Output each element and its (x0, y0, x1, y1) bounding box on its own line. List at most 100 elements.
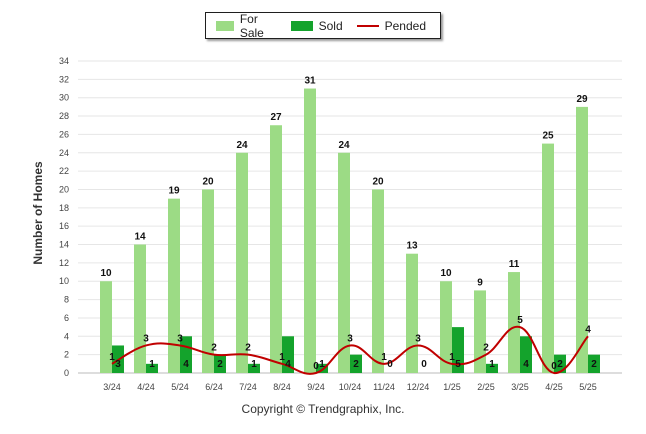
bar-for-sale (304, 88, 316, 373)
data-label-pended: 2 (483, 343, 489, 354)
y-tick-label: 30 (59, 93, 69, 103)
y-tick-label: 26 (59, 129, 69, 139)
x-tick-label: 10/24 (339, 382, 362, 392)
bar-sold (350, 354, 362, 373)
bar-for-sale (168, 198, 180, 373)
data-label-pended: 4 (585, 324, 591, 335)
bar-for-sale (440, 281, 452, 373)
data-label-for-sale: 24 (236, 140, 248, 151)
data-label-sold: 4 (523, 359, 529, 370)
y-tick-label: 12 (59, 258, 69, 268)
y-tick-label: 18 (59, 203, 69, 213)
legend-item-sold[interactable]: Sold (290, 18, 343, 33)
y-tick-label: 28 (59, 111, 69, 121)
legend-swatch-sold (290, 20, 313, 31)
data-label-sold: 1 (489, 359, 495, 370)
x-tick-label: 7/24 (239, 382, 257, 392)
copyright-text: Copyright © Trendgraphix, Inc. (241, 402, 405, 416)
x-tick-label: 12/24 (407, 382, 430, 392)
data-label-sold: 2 (591, 359, 597, 370)
data-label-pended: 1 (109, 352, 115, 363)
bar-sold (520, 336, 532, 373)
data-label-for-sale: 14 (134, 232, 146, 243)
y-tick-label: 16 (59, 221, 69, 231)
data-label-pended: 3 (347, 333, 353, 344)
data-label-for-sale: 20 (372, 176, 384, 187)
data-label-for-sale: 13 (406, 241, 418, 252)
data-label-pended: 1 (449, 352, 455, 363)
data-label-for-sale: 24 (338, 140, 350, 151)
bar-for-sale (100, 281, 112, 373)
data-label-pended: 2 (245, 343, 251, 354)
data-label-for-sale: 25 (542, 131, 554, 142)
bar-sold (146, 363, 158, 373)
bar-for-sale (474, 290, 486, 373)
x-tick-label: 8/24 (273, 382, 291, 392)
y-tick-label: 20 (59, 184, 69, 194)
x-tick-label: 3/25 (511, 382, 529, 392)
x-tick-label: 6/24 (205, 382, 223, 392)
bar-for-sale (236, 152, 248, 373)
data-label-sold: 4 (285, 359, 291, 370)
data-label-sold: 3 (115, 359, 121, 370)
data-label-sold: 1 (319, 359, 325, 370)
bar-sold (316, 363, 328, 373)
data-label-pended: 1 (381, 352, 387, 363)
bar-for-sale (338, 152, 350, 373)
x-tick-label: 11/24 (373, 382, 395, 392)
data-label-pended: 3 (143, 333, 149, 344)
bar-sold (214, 354, 226, 373)
pended-line (111, 325, 589, 375)
x-tick-label: 1/25 (443, 382, 461, 392)
y-tick-label: 22 (59, 166, 69, 176)
data-label-pended: 0 (551, 361, 557, 372)
bar-for-sale (270, 125, 282, 373)
legend-label-sold: Sold (318, 18, 343, 33)
data-label-sold: 1 (251, 359, 257, 370)
x-tick-label: 2/25 (477, 382, 495, 392)
data-label-for-sale: 11 (509, 259, 520, 270)
legend-item-pended[interactable]: Pended (356, 18, 426, 33)
bar-for-sale (576, 106, 588, 373)
y-tick-label: 24 (59, 148, 69, 158)
bar-for-sale (202, 189, 214, 373)
bar-sold (588, 354, 600, 373)
data-label-sold: 0 (387, 359, 393, 370)
legend-line-pended (356, 24, 379, 27)
legend-label-pended: Pended (384, 18, 426, 33)
data-label-for-sale: 29 (576, 94, 588, 105)
bar-for-sale (542, 143, 554, 373)
data-label-for-sale: 10 (440, 268, 452, 279)
data-label-pended: 3 (177, 333, 183, 344)
y-tick-label: 32 (59, 74, 69, 84)
x-tick-label: 9/24 (307, 382, 325, 392)
y-tick-label: 10 (59, 276, 69, 286)
data-label-for-sale: 19 (168, 186, 180, 197)
data-label-for-sale: 9 (477, 277, 483, 288)
data-label-for-sale: 31 (304, 76, 316, 87)
data-label-sold: 2 (353, 359, 359, 370)
legend-label-for-sale: For Sale (239, 11, 264, 40)
bar-sold (486, 363, 498, 373)
y-tick-label: 2 (64, 350, 69, 360)
y-tick-label: 8 (64, 295, 69, 305)
bar-for-sale (406, 253, 418, 373)
legend-swatch-for-sale (216, 20, 234, 31)
bar-for-sale (372, 189, 384, 373)
data-label-sold: 4 (183, 359, 189, 370)
y-tick-label: 4 (64, 331, 69, 341)
data-label-pended: 5 (517, 315, 523, 326)
legend-item-for-sale[interactable]: For Sale (216, 12, 277, 40)
data-label-for-sale: 10 (100, 268, 112, 279)
x-tick-label: 3/24 (103, 382, 121, 392)
data-label-pended: 2 (211, 343, 217, 354)
data-label-sold: 0 (421, 359, 427, 370)
bar-sold (248, 363, 260, 373)
bar-for-sale (134, 244, 146, 373)
y-tick-label: 0 (64, 368, 69, 378)
bar-sold (554, 354, 566, 373)
data-label-sold: 2 (217, 359, 223, 370)
bar-sold (452, 327, 464, 373)
data-label-pended: 0 (313, 361, 319, 372)
